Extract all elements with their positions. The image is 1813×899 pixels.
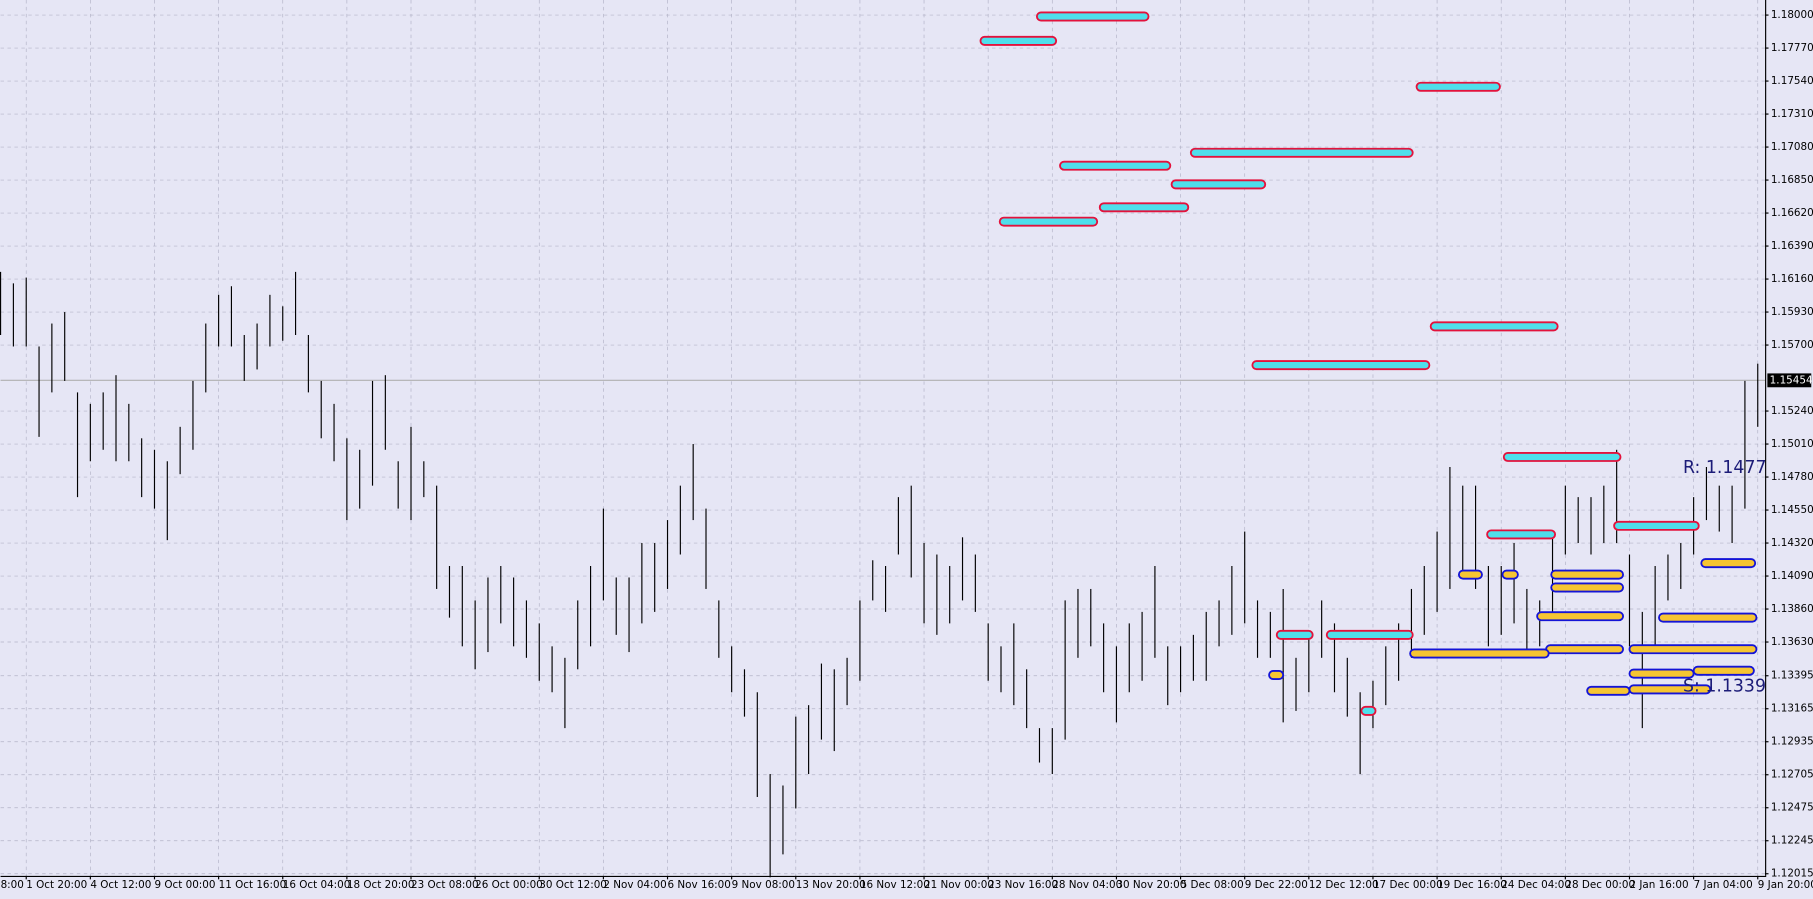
demand-zone [1501,569,1519,580]
x-tick-label: 6 Nov 16:00 [668,879,731,891]
supply-zone [1502,451,1622,462]
supply-zone [1059,160,1172,171]
y-tick-label: 1.17770 [1771,42,1813,54]
supply-zone [1360,705,1377,716]
last-price-box [1767,373,1812,388]
x-tick-label: 2 Jan 16:00 [1629,879,1688,891]
demand-zone [1628,644,1758,655]
supply-zone [1429,321,1559,332]
x-tick-label: 9 Nov 08:00 [732,879,795,891]
supply-zone [1415,81,1501,92]
demand-zone [1586,685,1631,696]
y-tick-label: 1.14550 [1771,504,1813,516]
x-tick-label: 17 Dec 00:00 [1373,879,1443,891]
demand-zone [1409,648,1550,659]
y-tick-label: 1.16390 [1771,240,1813,252]
supply-zone [1035,11,1150,22]
y-tick-label: 1.17540 [1771,75,1813,87]
x-tick-label: 16 Oct 04:00 [283,879,351,891]
y-tick-label: 1.18000 [1771,9,1813,21]
supply-zone [1098,202,1190,213]
y-tick-label: 1.13860 [1771,603,1813,615]
x-tick-label: 24 Dec 04:00 [1501,879,1571,891]
x-tick-label: 28 Nov 04:00 [1052,879,1122,891]
level-annotation: S: 1.1339 [1683,676,1766,696]
supply-zone [1613,520,1700,531]
x-tick-label: 9 Dec 22:00 [1245,879,1308,891]
supply-zone [1275,629,1314,640]
x-tick-label: 28 Dec 00:00 [1565,879,1635,891]
x-tick-label: 4 Oct 12:00 [90,879,151,891]
supply-zone [1189,147,1414,158]
supply-zone [998,216,1099,227]
demand-zone [1628,684,1712,695]
demand-zone [1700,558,1757,569]
x-tick-label: 9 Oct 00:00 [154,879,215,891]
x-tick-label: 9 Jan 20:00 [1758,879,1813,891]
x-tick-label: 1 Oct 20:00 [26,879,87,891]
y-tick-label: 1.15700 [1771,339,1813,351]
y-tick-label: 1.13165 [1771,703,1813,715]
y-tick-label: 1.16620 [1771,207,1813,219]
demand-zone [1658,612,1758,623]
x-tick-label: 26 Oct 00:00 [475,879,543,891]
x-tick-label: 30 Oct 12:00 [539,879,607,891]
y-tick-label: 1.12015 [1771,868,1813,880]
x-tick-label: 23 Nov 16:00 [988,879,1058,891]
y-tick-label: 1.14780 [1771,471,1813,483]
x-tick-label: 2 Nov 04:00 [603,879,666,891]
labels-layer: 1.18000 1.17770 1.17540 1.17310 1.17080 1.168… [1,9,1813,891]
x-tick-label: 5 Dec 08:00 [1181,879,1244,891]
y-tick-label: 1.12705 [1771,769,1813,781]
y-tick-label: 1.15240 [1771,405,1813,417]
last-price-label: 1.15454 [1770,374,1813,386]
y-tick-label: 1.17080 [1771,141,1813,153]
y-tick-label: 1.14090 [1771,570,1813,582]
x-tick-label: 21 Nov 00:00 [924,879,994,891]
y-tick-label: 1.12935 [1771,736,1813,748]
y-tick-label: 1.12245 [1771,835,1813,847]
x-tick-label: 13 Nov 20:00 [796,879,866,891]
x-tick-label: 12 Dec 12:00 [1309,879,1379,891]
x-tick-label: 8:00 [1,879,24,891]
demand-zone [1268,670,1285,680]
demand-zone [1550,582,1624,593]
demand-zone [1545,644,1624,655]
supply-zone [1170,179,1267,190]
demand-zone [1550,569,1624,580]
y-tick-label: 1.12475 [1771,802,1813,814]
y-tick-label: 1.14320 [1771,537,1813,549]
supply-zone [1325,629,1414,640]
x-tick-label: 23 Oct 08:00 [411,879,479,891]
y-tick-label: 1.16850 [1771,174,1813,186]
marks-layer [0,11,1766,878]
y-tick-label: 1.15930 [1771,306,1813,318]
level-annotation: R: 1.1477 [1683,458,1766,478]
supply-zone [1251,360,1431,371]
x-tick-label: 19 Dec 16:00 [1437,879,1507,891]
y-tick-label: 1.13395 [1771,670,1813,682]
supply-zone [1486,529,1557,540]
x-tick-label: 11 Oct 16:00 [219,879,287,891]
supply-zone [979,35,1058,46]
demand-zone [1457,569,1483,580]
x-tick-label: 30 Nov 20:00 [1116,879,1186,891]
y-tick-label: 1.15010 [1771,438,1813,450]
y-tick-label: 1.13630 [1771,636,1813,648]
y-tick-label: 1.16160 [1771,273,1813,285]
x-tick-label: 16 Nov 12:00 [860,879,930,891]
x-tick-label: 18 Oct 20:00 [347,879,415,891]
demand-zone [1692,665,1755,676]
demand-zone [1536,611,1624,622]
y-tick-label: 1.17310 [1771,108,1813,120]
x-tick-label: 7 Jan 04:00 [1694,879,1753,891]
